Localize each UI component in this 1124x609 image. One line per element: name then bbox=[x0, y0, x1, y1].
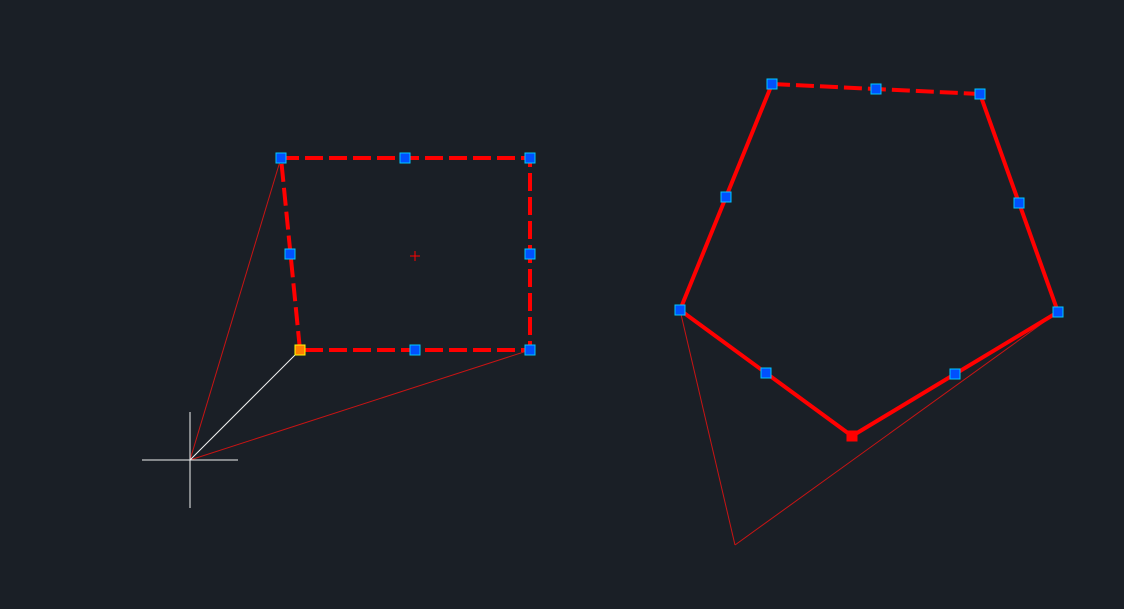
stretch-line-1 bbox=[190, 350, 530, 460]
rect-mid-grip-0[interactable] bbox=[400, 153, 410, 163]
pentagon-mid-grip-4[interactable] bbox=[721, 192, 731, 202]
pentagon-mid-grip-2[interactable] bbox=[950, 369, 960, 379]
pentagon-vertex-grip-0[interactable] bbox=[767, 79, 777, 89]
rect-mid-grip-3[interactable] bbox=[285, 249, 295, 259]
rect-mid-grip-2[interactable] bbox=[410, 345, 420, 355]
rect-vertex-grip-2[interactable] bbox=[525, 345, 535, 355]
pentagon-extra-line-1 bbox=[735, 312, 1058, 545]
rect-vertex-grip-0[interactable] bbox=[276, 153, 286, 163]
pentagon-mid-grip-0[interactable] bbox=[871, 84, 881, 94]
pentagon-mid-grip-1[interactable] bbox=[1014, 198, 1024, 208]
pentagon-vertex-grip-4[interactable] bbox=[675, 305, 685, 315]
pentagon-vertex-grip-1[interactable] bbox=[975, 89, 985, 99]
pentagon-vertex-grip-3[interactable] bbox=[847, 431, 857, 441]
pentagon-mid-grip-3[interactable] bbox=[761, 368, 771, 378]
rect-vertex-grip-3[interactable] bbox=[295, 345, 305, 355]
pentagon-vertex-grip-2[interactable] bbox=[1053, 307, 1063, 317]
rect-mid-grip-1[interactable] bbox=[525, 249, 535, 259]
rectangle-shape[interactable] bbox=[281, 158, 530, 350]
rect-vertex-grip-1[interactable] bbox=[525, 153, 535, 163]
cad-drawing-canvas[interactable] bbox=[0, 0, 1124, 609]
